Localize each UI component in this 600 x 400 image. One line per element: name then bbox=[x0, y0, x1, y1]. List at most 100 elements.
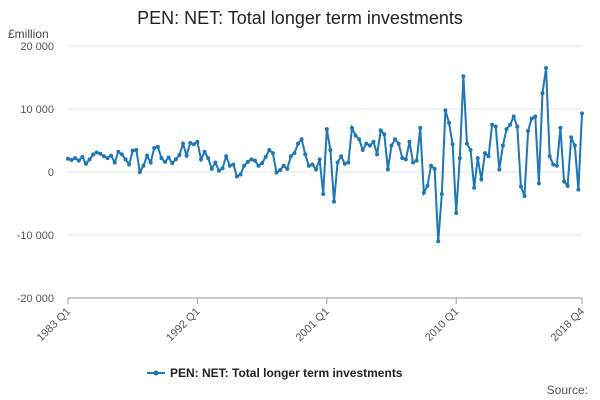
data-point bbox=[529, 116, 534, 121]
data-point bbox=[436, 239, 441, 244]
data-point bbox=[447, 120, 452, 125]
data-point bbox=[378, 128, 383, 133]
data-point bbox=[134, 147, 139, 152]
data-point bbox=[281, 163, 286, 168]
data-point bbox=[137, 170, 142, 174]
data-point bbox=[475, 156, 480, 161]
data-point bbox=[353, 133, 358, 138]
data-point bbox=[515, 124, 520, 129]
legend: PEN: NET: Total longer term investments bbox=[147, 366, 403, 380]
data-point bbox=[400, 156, 405, 161]
y-tick-label: 0 bbox=[48, 167, 54, 179]
data-point bbox=[263, 154, 268, 159]
data-point bbox=[511, 114, 516, 119]
data-point bbox=[357, 137, 362, 142]
data-point bbox=[375, 152, 380, 157]
x-tick-label: 1983 Q1 bbox=[35, 306, 73, 344]
data-point bbox=[407, 139, 412, 144]
data-point bbox=[91, 152, 96, 157]
data-point bbox=[191, 142, 196, 147]
data-point bbox=[87, 157, 92, 162]
series-points bbox=[66, 66, 584, 244]
data-point bbox=[260, 161, 265, 166]
data-point bbox=[112, 160, 117, 165]
data-point bbox=[105, 156, 110, 161]
data-point bbox=[335, 160, 340, 165]
data-point bbox=[238, 172, 243, 177]
data-point bbox=[159, 156, 164, 161]
data-point bbox=[83, 161, 88, 166]
data-point bbox=[80, 154, 85, 159]
data-point bbox=[66, 156, 70, 161]
data-point bbox=[403, 157, 408, 162]
data-point bbox=[482, 151, 487, 156]
data-point bbox=[288, 154, 293, 159]
data-point bbox=[414, 158, 419, 163]
x-tick-label: 2010 Q1 bbox=[423, 306, 461, 344]
data-point bbox=[177, 152, 182, 157]
data-point bbox=[364, 141, 369, 146]
data-point bbox=[216, 168, 221, 173]
data-point bbox=[508, 122, 513, 127]
x-tick-label: 2001 Q1 bbox=[294, 306, 332, 344]
data-point bbox=[123, 157, 128, 162]
data-point bbox=[303, 152, 308, 157]
data-point bbox=[497, 167, 502, 172]
data-point bbox=[278, 168, 283, 173]
data-point bbox=[148, 160, 153, 165]
source-label: Source: bbox=[547, 383, 588, 397]
data-point bbox=[245, 159, 250, 164]
y-axis-ticks: 20 000 10 000 0 -10 000 -20 000 bbox=[17, 41, 54, 305]
data-point bbox=[317, 157, 322, 162]
data-point bbox=[425, 183, 430, 188]
data-point bbox=[173, 157, 178, 162]
data-point bbox=[170, 161, 175, 166]
data-point bbox=[231, 162, 236, 167]
data-point bbox=[389, 143, 394, 148]
data-point bbox=[306, 163, 311, 168]
data-point bbox=[155, 144, 160, 149]
data-point bbox=[94, 150, 99, 155]
data-point bbox=[213, 160, 218, 165]
data-point bbox=[547, 154, 552, 159]
data-point bbox=[116, 149, 121, 154]
data-point bbox=[342, 161, 347, 166]
data-point bbox=[367, 143, 372, 148]
data-point bbox=[544, 66, 549, 71]
data-point bbox=[184, 153, 189, 158]
data-point bbox=[324, 127, 329, 132]
data-point bbox=[141, 163, 146, 168]
data-point bbox=[209, 166, 214, 171]
data-point bbox=[198, 157, 203, 162]
legend-label: PEN: NET: Total longer term investments bbox=[170, 366, 403, 380]
x-tick-label: 1992 Q1 bbox=[164, 306, 202, 344]
data-point bbox=[98, 151, 103, 156]
data-point bbox=[472, 185, 477, 190]
data-point bbox=[101, 154, 106, 159]
y-tick-label: -10 000 bbox=[17, 230, 54, 242]
data-point bbox=[285, 166, 290, 171]
legend-point-marker bbox=[153, 370, 159, 376]
data-point bbox=[69, 158, 74, 163]
data-point bbox=[565, 183, 570, 188]
data-point bbox=[429, 163, 434, 168]
data-point bbox=[202, 149, 207, 154]
data-point bbox=[486, 154, 491, 159]
data-point bbox=[432, 166, 437, 171]
data-point bbox=[443, 108, 448, 113]
data-point bbox=[439, 192, 444, 197]
data-point bbox=[328, 147, 333, 152]
data-point bbox=[421, 190, 426, 195]
data-point bbox=[242, 163, 247, 168]
data-point bbox=[540, 91, 545, 96]
data-point bbox=[73, 156, 78, 161]
y-tick-label: 10 000 bbox=[20, 104, 54, 116]
data-point bbox=[299, 137, 304, 142]
series-line bbox=[67, 67, 583, 242]
data-point bbox=[252, 158, 257, 163]
data-point bbox=[349, 125, 354, 130]
data-point bbox=[321, 192, 326, 197]
data-point bbox=[339, 154, 344, 159]
data-point bbox=[206, 156, 211, 161]
